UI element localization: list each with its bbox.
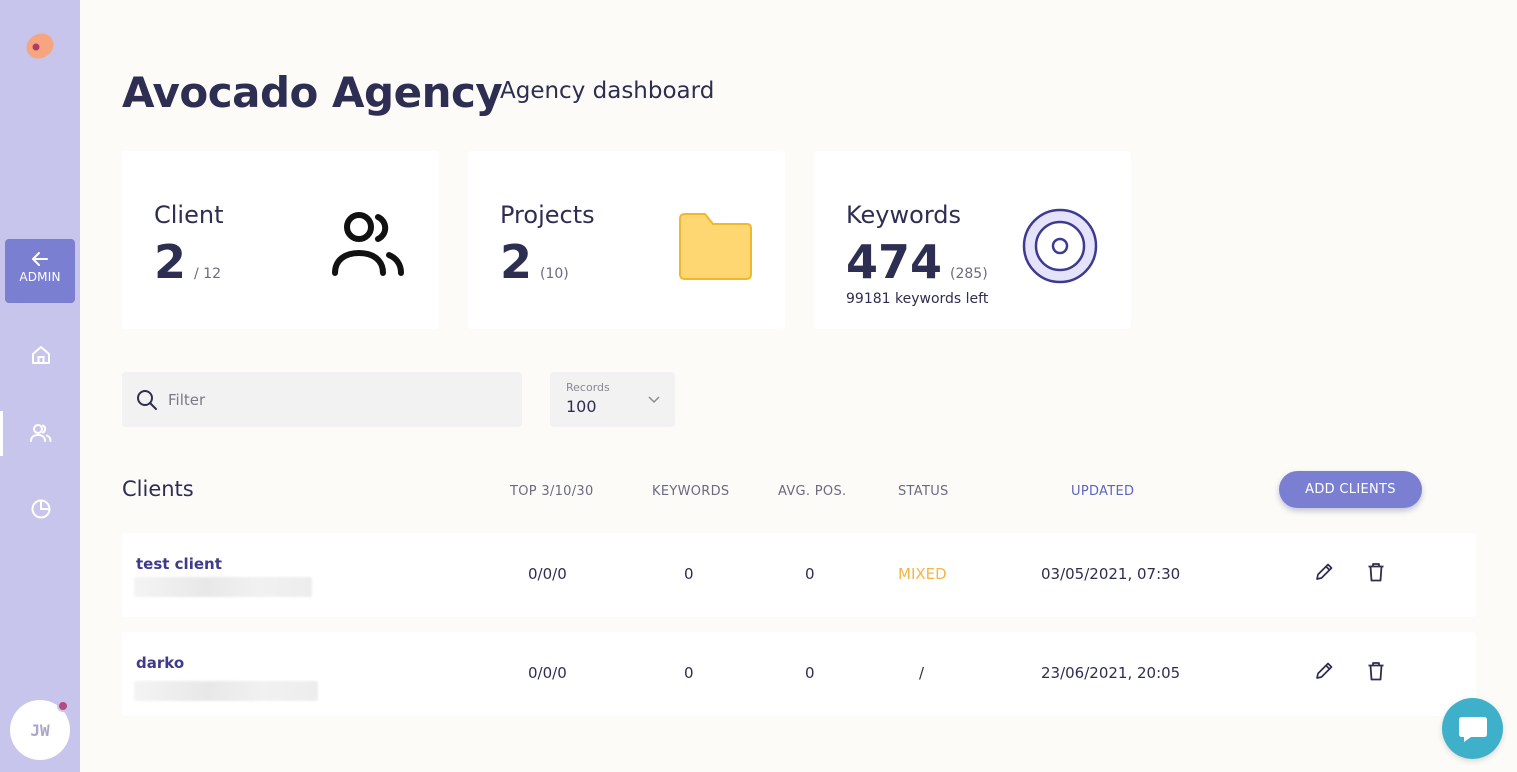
client-name-link[interactable]: test client: [136, 555, 222, 573]
folder-icon: [677, 211, 753, 285]
projects-card-label: Projects: [500, 201, 595, 229]
cell-status: MIXED: [898, 565, 947, 583]
projects-total: (10): [540, 266, 569, 282]
cell-avg-pos: 0: [805, 664, 815, 682]
blurred-client-url: [134, 577, 312, 597]
cell-updated: 03/05/2021, 07:30: [1041, 565, 1181, 583]
projects-stat-card: Projects 2 (10): [468, 151, 785, 329]
cell-keywords: 0: [684, 664, 694, 682]
column-header-status: STATUS: [898, 484, 949, 499]
delete-icon[interactable]: [1365, 561, 1387, 583]
records-select[interactable]: Records 100: [550, 372, 675, 427]
nav-active-indicator: [0, 411, 3, 456]
home-icon[interactable]: [28, 342, 54, 368]
avatar-initials: JW: [30, 720, 50, 740]
column-header-updated[interactable]: UPDATED: [1071, 484, 1135, 499]
client-card-label: Client: [154, 201, 224, 229]
chevron-down-icon: [648, 396, 660, 404]
keywords-left: 99181 keywords left: [846, 291, 989, 307]
clients-table-title: Clients: [122, 477, 194, 501]
client-limit: / 12: [194, 266, 221, 282]
pie-chart-icon[interactable]: [28, 496, 54, 522]
column-header-top: TOP 3/10/30: [510, 484, 594, 499]
cell-keywords: 0: [684, 565, 694, 583]
add-clients-button[interactable]: ADD CLIENTS: [1279, 471, 1422, 508]
arrow-left-icon: [32, 252, 48, 266]
client-card-value: 2/ 12: [154, 239, 221, 285]
admin-back-button[interactable]: ADMIN: [5, 239, 75, 303]
keywords-total: (285): [950, 266, 988, 282]
client-stat-card: Client 2/ 12: [122, 151, 439, 329]
column-header-keywords: KEYWORDS: [652, 484, 730, 499]
users-icon[interactable]: [28, 420, 54, 446]
target-icon: [1021, 207, 1099, 289]
edit-icon[interactable]: [1313, 561, 1335, 583]
notification-dot: [57, 700, 69, 712]
cell-top: 0/0/0: [528, 664, 567, 682]
delete-icon[interactable]: [1365, 660, 1387, 682]
client-name-link[interactable]: darko: [136, 654, 185, 672]
cell-updated: 23/06/2021, 20:05: [1041, 664, 1181, 682]
table-row: test client 0/0/0 0 0 MIXED 03/05/2021, …: [122, 533, 1476, 617]
admin-label: ADMIN: [19, 270, 61, 284]
column-header-avg-pos: AVG. POS.: [778, 484, 847, 499]
projects-count: 2: [500, 235, 533, 289]
cell-avg-pos: 0: [805, 565, 815, 583]
sidebar: ADMIN JW: [0, 0, 80, 772]
keywords-card-label: Keywords: [846, 201, 962, 229]
avatar[interactable]: JW: [10, 700, 70, 760]
page-subtitle: Agency dashboard: [500, 78, 715, 104]
projects-card-value: 2 (10): [500, 239, 569, 285]
cell-status: /: [919, 664, 925, 682]
cell-top: 0/0/0: [528, 565, 567, 583]
client-count: 2: [154, 235, 187, 289]
table-row: darko 0/0/0 0 0 / 23/06/2021, 20:05: [122, 632, 1476, 716]
records-label: Records: [566, 381, 610, 394]
filter-input[interactable]: [168, 390, 498, 409]
users-icon: [329, 209, 407, 283]
chat-bubble-icon: [1458, 716, 1487, 742]
keywords-count: 474: [846, 235, 943, 289]
filter-box: [122, 372, 522, 427]
edit-icon[interactable]: [1313, 660, 1335, 682]
search-icon: [137, 389, 157, 410]
logo-icon[interactable]: [23, 28, 58, 63]
records-value: 100: [566, 397, 597, 416]
keywords-card-value: 474 (285): [846, 239, 988, 285]
keywords-stat-card: Keywords 474 (285) 99181 keywords left: [814, 151, 1131, 329]
blurred-client-url: [134, 681, 318, 701]
page-title: Avocado Agency: [122, 68, 503, 117]
chat-widget-button[interactable]: [1442, 698, 1503, 759]
